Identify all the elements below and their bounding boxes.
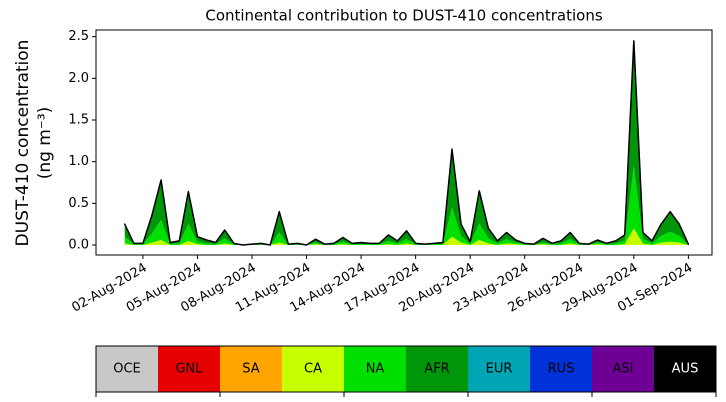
legend-swatch xyxy=(592,346,654,392)
legend-label: AUS xyxy=(672,362,699,377)
legend-label: EUR xyxy=(486,362,513,377)
legend-swatch xyxy=(406,346,468,392)
y-tick-label: 1.0 xyxy=(68,154,89,169)
area xyxy=(124,40,689,246)
legend-label: NA xyxy=(366,362,385,377)
y-axis-label: DUST-410 concentration xyxy=(13,40,33,247)
legend-swatch xyxy=(654,346,716,392)
legend-swatch xyxy=(468,346,530,392)
y-tick-label: 2.5 xyxy=(68,29,89,44)
legend-label: CA xyxy=(304,362,322,377)
area xyxy=(124,40,689,246)
y-axis-label: (ng m⁻³) xyxy=(35,107,55,180)
y-tick-label: 1.5 xyxy=(68,113,89,128)
y-tick-label: 0.0 xyxy=(68,238,89,253)
y-tick-label: 2.0 xyxy=(68,71,89,86)
legend-label: ASI xyxy=(613,362,634,377)
legend-swatch xyxy=(282,346,344,392)
legend-label: AFR xyxy=(424,362,449,377)
legend-label: OCE xyxy=(113,362,141,377)
legend-label: SA xyxy=(242,362,259,377)
legend-label: RUS xyxy=(548,362,575,377)
legend-swatch xyxy=(220,346,282,392)
y-tick-label: 0.5 xyxy=(68,196,89,211)
area xyxy=(124,40,689,246)
legend-swatch xyxy=(344,346,406,392)
legend-frame xyxy=(95,345,717,393)
legend-label: GNL xyxy=(175,362,203,377)
area xyxy=(124,40,689,246)
legend-swatch xyxy=(158,346,220,392)
area xyxy=(123,40,690,246)
legend-swatch xyxy=(530,346,592,392)
legend-swatch xyxy=(96,346,158,392)
chart-title: Continental contribution to DUST-410 con… xyxy=(205,7,602,25)
area xyxy=(124,228,689,245)
plot-frame xyxy=(95,29,713,256)
